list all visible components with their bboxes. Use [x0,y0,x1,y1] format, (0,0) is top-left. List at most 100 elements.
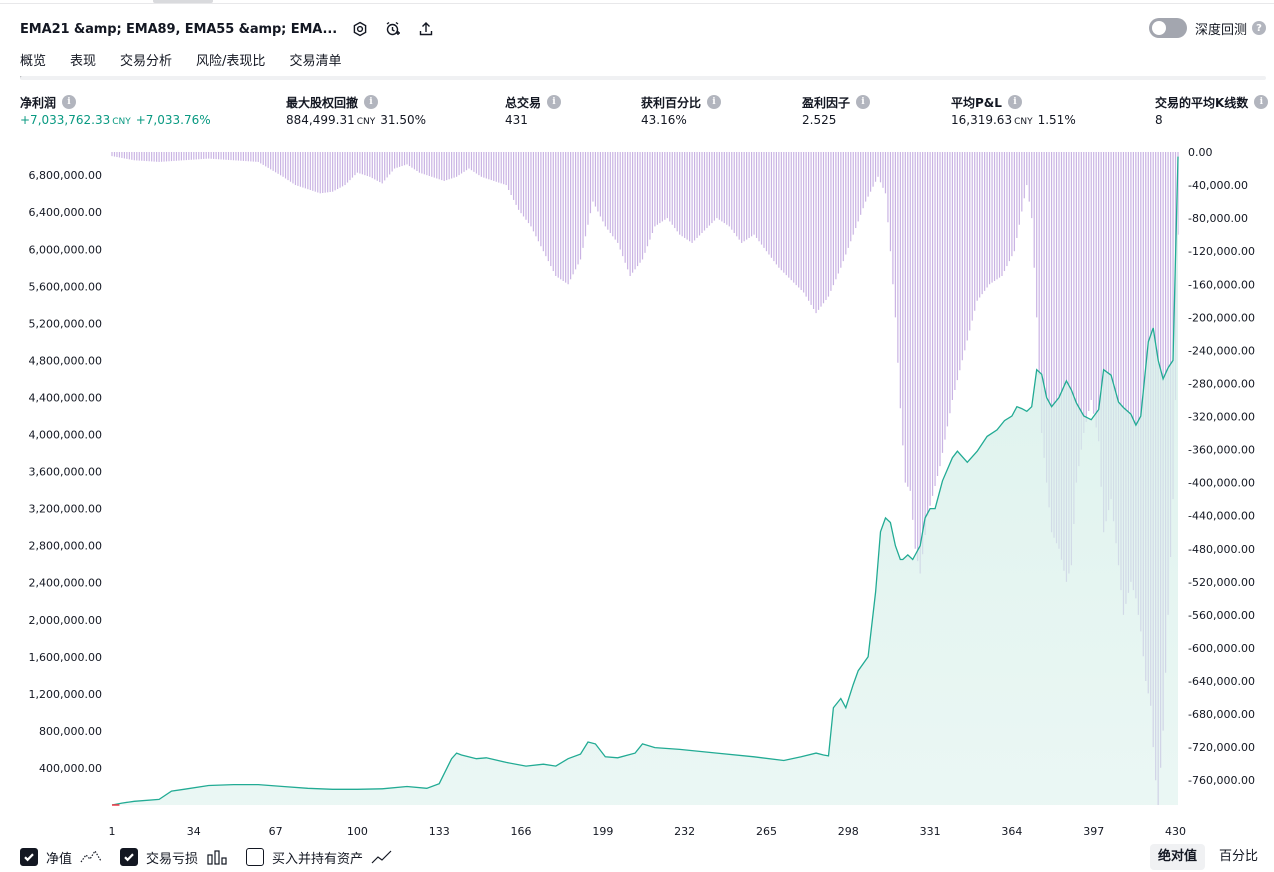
right-axis-tick: -240,000.00 [1188,344,1255,357]
left-axis-tick: 3,600,000.00 [29,466,102,479]
legend-buyhold[interactable]: 买入并持有资产 [246,848,393,867]
info-icon[interactable]: i [707,95,722,109]
currency-label: CNY [356,117,376,127]
tab-overview[interactable]: 概览 [20,50,47,79]
legend-trades[interactable]: 交易亏损 [120,848,228,867]
equity-chart-svg: 6,800,000.00 6,400,000.00 6,000,000.00 5,60… [29,146,1255,838]
tab-performance[interactable]: 表现 [70,54,97,69]
left-axis-tick: 4,400,000.00 [29,391,102,404]
left-axis-tick: 1,600,000.00 [29,651,102,664]
right-axis-tick: -680,000.00 [1188,708,1255,721]
settings-icon[interactable] [350,19,370,39]
report-tabs: 概览 表现 交易分析 风险/表现比 交易清单 [20,50,365,80]
x-axis-tick: 1 [109,825,116,838]
metric-label: 盈利因子 [802,95,851,110]
line-chart-icon [371,849,393,865]
right-axis-tick: -440,000.00 [1188,510,1255,523]
x-axis-tick: 430 [1165,825,1186,838]
metric-value: 16,319.63 [951,113,1013,127]
metric-value: 884,499.31 [286,113,355,127]
x-axis-tick: 364 [1001,825,1022,838]
scale-switch: 绝对值 百分比 [1144,844,1266,870]
tab-trade-list[interactable]: 交易清单 [289,54,342,69]
tabs-underline-track [20,76,1266,80]
info-icon[interactable]: i [364,95,379,109]
info-icon[interactable]: i [1254,95,1269,109]
tab-risk-ratios[interactable]: 风险/表现比 [196,54,266,69]
absolute-button[interactable]: 绝对值 [1149,844,1205,870]
right-axis-tick: -120,000.00 [1188,245,1255,258]
share-icon[interactable] [416,19,436,39]
top-divider [0,0,1274,4]
alarm-add-icon[interactable] [383,19,403,39]
left-axis-tick: 2,800,000.00 [29,540,102,553]
metric-avg-bars: 交易的平均K线数 i 8 [1155,94,1269,129]
right-axis-tick: -280,000.00 [1188,377,1255,390]
trades-checkbox[interactable] [120,848,139,866]
strategy-title: EMA21 &amp; EMA89, EMA55 &amp; EMA... [20,21,338,37]
legend-equity[interactable]: 净值 [20,848,102,867]
left-axis-tick: 400,000.00 [39,762,102,775]
strategy-header: EMA21 &amp; EMA89, EMA55 &amp; EMA... [20,16,436,42]
right-axis-tick: -720,000.00 [1188,741,1255,754]
left-axis-tick: 6,800,000.00 [29,169,102,182]
currency-label: CNY [1014,117,1033,127]
right-axis-tick: 0.00 [1188,146,1213,159]
tab-trade-analysis[interactable]: 交易分析 [120,54,173,69]
x-axis-tick: 331 [920,825,941,838]
info-icon[interactable]: i [856,95,871,109]
metric-percent: 1.51% [1037,113,1076,127]
left-axis-tick: 6,400,000.00 [29,206,102,219]
x-axis-tick: 397 [1083,825,1104,838]
right-axis: 0.00 -40,000.00 -80,000.00 -120,000.00 -160,… [1188,146,1255,787]
equity-area [112,156,1178,806]
info-icon[interactable]: i [547,95,562,109]
left-axis-tick: 4,800,000.00 [29,354,102,367]
info-icon[interactable]: i [62,95,77,109]
left-axis-tick: 4,000,000.00 [29,429,102,442]
x-axis-tick: 100 [347,825,368,838]
buyhold-checkbox[interactable] [246,848,265,866]
deep-backtest-toggle[interactable] [1148,18,1187,38]
equity-checkbox[interactable] [20,848,38,866]
x-axis-tick: 67 [269,825,283,838]
left-axis-tick: 1,200,000.00 [29,688,102,701]
left-axis: 6,800,000.00 6,400,000.00 6,000,000.00 5,60… [29,169,102,775]
deep-backtest: 深度回测 ? [1148,18,1266,38]
right-axis-tick: -640,000.00 [1188,675,1255,688]
bar-chart-icon [206,849,228,865]
x-axis-tick: 166 [511,825,532,838]
chart-legend: 净值 交易亏损 买入并持有资产 [20,846,411,868]
metric-win-rate: 获利百分比 i 43.16% [641,94,722,129]
help-icon[interactable]: ? [1252,21,1266,35]
panel-tab-stub [153,0,213,3]
metric-profit-factor: 盈利因子 i 2.525 [802,94,871,129]
percent-button[interactable]: 百分比 [1218,849,1258,864]
left-axis-tick: 6,000,000.00 [29,243,102,256]
metric-percent: 31.50% [380,113,426,127]
metric-max-drawdown: 最大股权回撤 i 884,499.31 CNY 31.50% [286,94,426,129]
right-axis-tick: -600,000.00 [1188,642,1255,655]
metric-percent: +7,033.76% [135,113,211,127]
left-axis-tick: 5,600,000.00 [29,280,102,293]
equity-chart[interactable]: 6,800,000.00 6,400,000.00 6,000,000.00 5,60… [0,140,1274,840]
metric-label: 总交易 [505,95,542,110]
area-chart-icon [80,849,102,865]
right-axis-tick: -160,000.00 [1188,278,1255,291]
right-axis-tick: -400,000.00 [1188,477,1255,490]
metric-label: 平均P&L [951,95,1002,110]
metric-value: 43.16% [641,113,687,127]
x-axis-tick: 34 [187,825,201,838]
x-axis: 1 34 67 100 133 166 199 232 265 298 331 364 397 430 [109,825,1187,838]
right-axis-tick: -360,000.00 [1188,444,1255,457]
right-axis-tick: -200,000.00 [1188,311,1255,324]
info-icon[interactable]: i [1007,95,1022,109]
left-axis-tick: 2,000,000.00 [29,614,102,627]
right-axis-tick: -760,000.00 [1188,774,1255,787]
legend-equity-label: 净值 [46,851,73,867]
metric-label: 最大股权回撤 [286,95,359,110]
right-axis-tick: -520,000.00 [1188,576,1255,589]
metric-value: 431 [505,113,528,127]
toggle-knob [1151,21,1166,35]
x-axis-tick: 232 [674,825,695,838]
